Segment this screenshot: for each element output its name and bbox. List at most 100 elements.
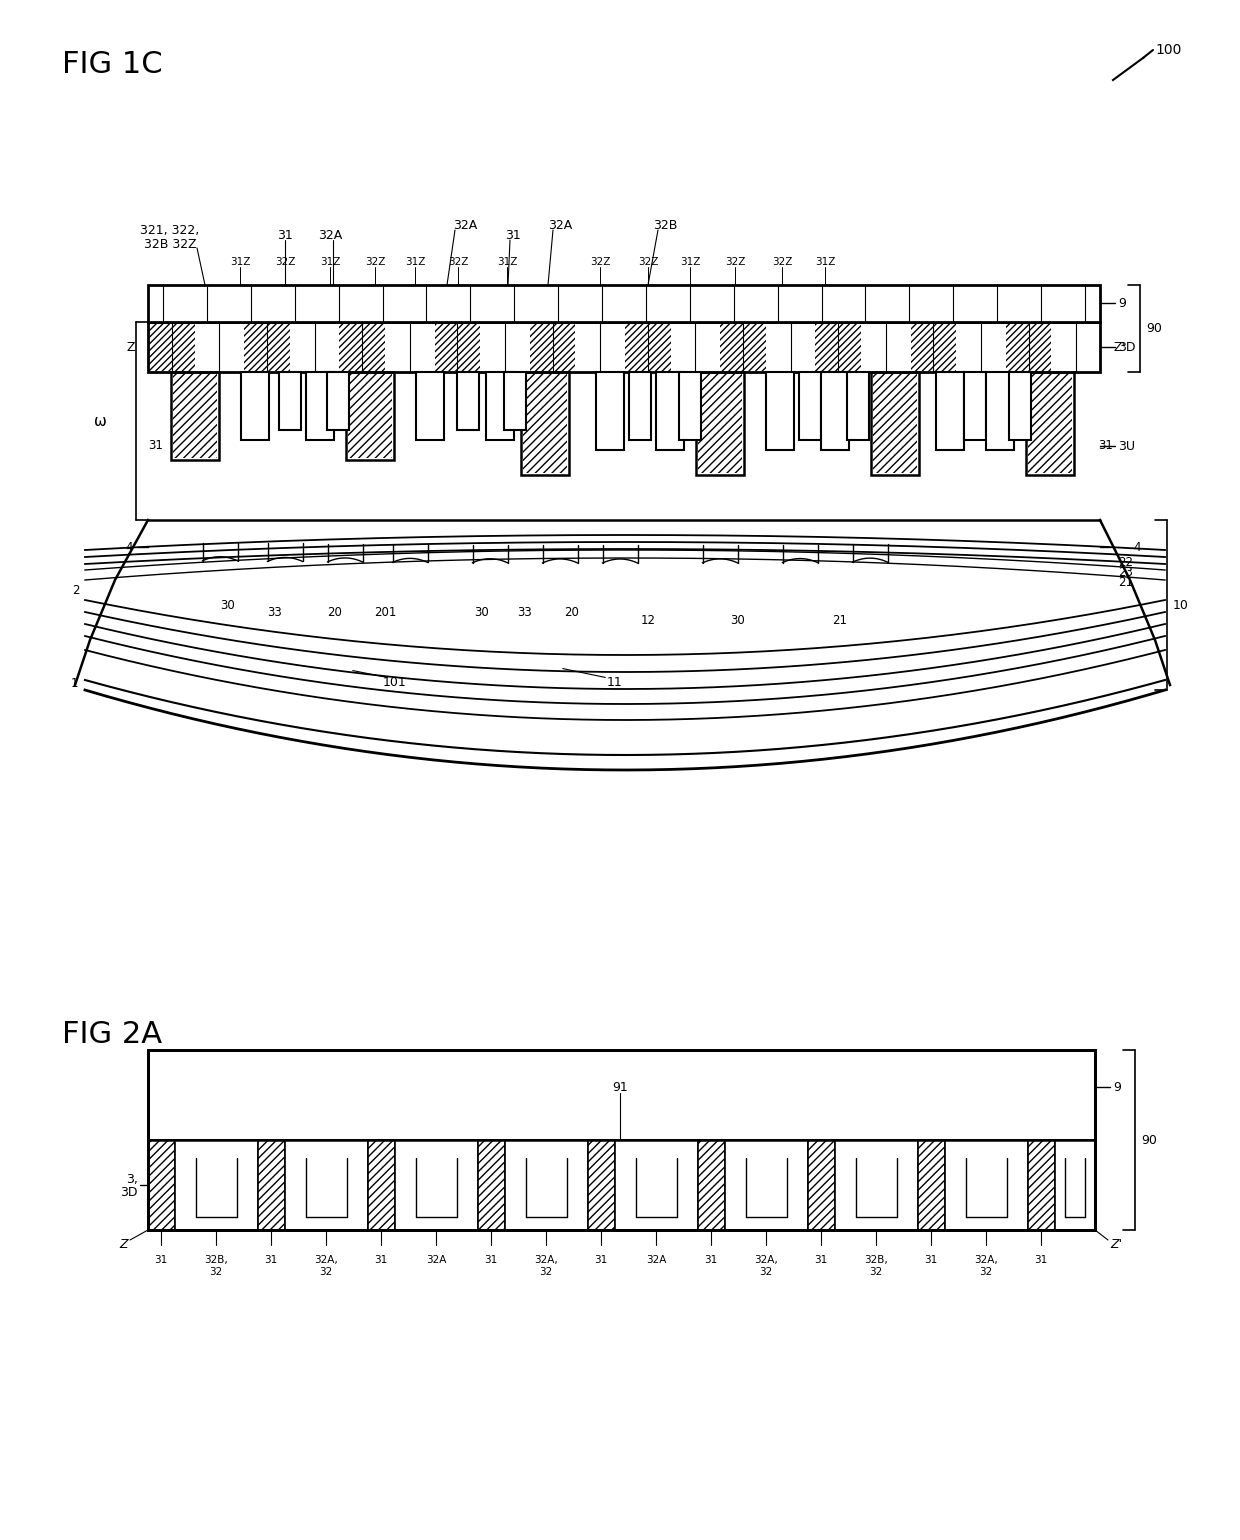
Bar xyxy=(588,1140,615,1230)
Bar xyxy=(936,373,963,450)
Text: 3,: 3, xyxy=(126,1173,138,1186)
Text: 1: 1 xyxy=(71,676,78,690)
Text: 32A,
32: 32A, 32 xyxy=(975,1255,998,1277)
Bar xyxy=(340,323,384,371)
Text: 31: 31 xyxy=(505,228,521,242)
Text: 3D: 3D xyxy=(1118,340,1136,354)
Text: 23: 23 xyxy=(1118,565,1133,579)
Bar xyxy=(368,1140,396,1230)
Text: 32B: 32B xyxy=(652,219,677,231)
Text: 31: 31 xyxy=(594,1255,608,1264)
Bar xyxy=(816,323,861,371)
Text: 4: 4 xyxy=(1133,541,1141,553)
Text: 32A: 32A xyxy=(425,1255,446,1264)
Bar xyxy=(918,1140,945,1230)
Bar xyxy=(346,373,394,460)
Bar xyxy=(458,373,479,430)
Bar xyxy=(835,1140,918,1230)
Text: 32B 32Z: 32B 32Z xyxy=(144,237,196,251)
Text: 32Z: 32Z xyxy=(590,257,610,266)
Bar xyxy=(656,373,684,450)
Text: 31: 31 xyxy=(264,1255,278,1264)
Text: 31: 31 xyxy=(277,228,293,242)
Bar xyxy=(148,1050,1095,1230)
Text: 33: 33 xyxy=(517,605,532,619)
Bar xyxy=(596,373,624,450)
Bar xyxy=(945,1140,1028,1230)
Bar xyxy=(698,374,742,473)
Text: 31: 31 xyxy=(154,1255,167,1264)
Text: 31: 31 xyxy=(148,439,162,451)
Text: 21: 21 xyxy=(1118,576,1133,588)
Bar xyxy=(148,1050,1095,1230)
Text: 90: 90 xyxy=(1141,1133,1157,1146)
Bar xyxy=(285,1140,368,1230)
Bar xyxy=(171,373,219,460)
Bar xyxy=(986,373,1014,450)
Bar xyxy=(1006,323,1052,371)
Text: 32A,
32: 32A, 32 xyxy=(534,1255,558,1277)
Bar xyxy=(148,1050,1095,1230)
Text: 31Z: 31Z xyxy=(229,257,250,266)
Text: 31: 31 xyxy=(1097,439,1112,451)
Text: 32Z: 32Z xyxy=(275,257,295,266)
Bar xyxy=(503,373,526,430)
Bar xyxy=(149,323,195,371)
Text: 12: 12 xyxy=(641,613,656,627)
Text: 201: 201 xyxy=(373,605,397,619)
Bar xyxy=(279,373,301,430)
Bar xyxy=(615,1140,698,1230)
Text: FIG 2A: FIG 2A xyxy=(62,1019,162,1049)
Text: 20: 20 xyxy=(327,605,342,619)
Bar xyxy=(1055,1140,1095,1230)
Text: Z': Z' xyxy=(1114,340,1125,354)
Bar xyxy=(327,373,348,430)
Text: 32Z: 32Z xyxy=(448,257,469,266)
Bar xyxy=(1009,373,1030,440)
Text: 32A: 32A xyxy=(548,219,572,231)
Bar xyxy=(766,373,794,450)
Text: 32A: 32A xyxy=(317,228,342,242)
Text: 32B,
32: 32B, 32 xyxy=(205,1255,228,1277)
Bar xyxy=(873,374,918,473)
Bar xyxy=(148,322,1100,373)
Text: 21: 21 xyxy=(832,613,847,627)
Text: 20: 20 xyxy=(564,605,579,619)
Text: 4: 4 xyxy=(125,541,133,553)
Text: 91: 91 xyxy=(613,1081,627,1093)
Bar xyxy=(486,373,515,440)
Bar xyxy=(241,373,269,440)
Text: 30: 30 xyxy=(221,599,236,611)
Bar xyxy=(174,374,217,457)
Text: 31: 31 xyxy=(704,1255,718,1264)
Bar xyxy=(505,1140,588,1230)
Bar xyxy=(306,373,334,440)
Bar xyxy=(415,373,444,440)
Text: 10: 10 xyxy=(1173,599,1189,611)
Text: 32Z: 32Z xyxy=(637,257,658,266)
Text: 32A: 32A xyxy=(646,1255,666,1264)
Bar xyxy=(963,373,986,440)
Text: 9: 9 xyxy=(1118,297,1126,310)
Bar xyxy=(434,323,480,371)
Bar xyxy=(529,323,575,371)
Bar xyxy=(258,1140,285,1230)
Bar xyxy=(629,373,651,440)
Text: 31Z: 31Z xyxy=(320,257,340,266)
Bar xyxy=(175,1140,258,1230)
Text: 31Z: 31Z xyxy=(680,257,701,266)
Bar xyxy=(910,323,956,371)
Text: 321, 322,: 321, 322, xyxy=(140,223,200,237)
Text: 31: 31 xyxy=(924,1255,937,1264)
Text: FIG 1C: FIG 1C xyxy=(62,49,162,79)
Text: 32A,
32: 32A, 32 xyxy=(314,1255,337,1277)
Bar xyxy=(244,323,290,371)
Bar xyxy=(1028,374,1073,473)
Text: 3U: 3U xyxy=(1118,439,1135,453)
Bar xyxy=(148,1140,175,1230)
Bar xyxy=(396,1140,477,1230)
Text: 11: 11 xyxy=(608,676,622,688)
Text: Z: Z xyxy=(119,1238,128,1252)
Text: 31: 31 xyxy=(374,1255,388,1264)
Text: 22: 22 xyxy=(1118,556,1133,568)
